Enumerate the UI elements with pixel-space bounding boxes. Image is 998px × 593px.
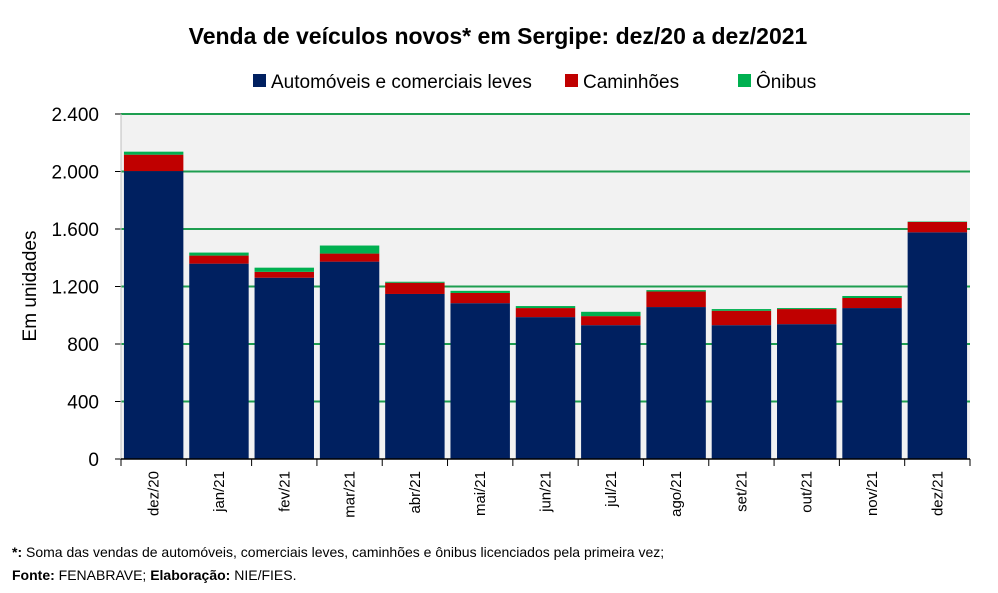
bar-segment-caminhoes: [777, 309, 837, 325]
legend-swatch: [738, 74, 751, 87]
bar-segment-onibus: [842, 295, 902, 298]
bar-segment-caminhoes: [646, 291, 706, 308]
x-tick-label: out/21: [799, 471, 816, 513]
elab-text: NIE/FIES.: [230, 567, 297, 583]
bar-segment-caminhoes: [254, 271, 314, 278]
note-text: Soma das vendas de automóveis, comerciai…: [22, 544, 665, 560]
legend-swatch: [565, 74, 578, 87]
footnote-note: *: Soma das vendas de automóveis, comerc…: [12, 544, 664, 560]
bar-segment-autos: [123, 171, 184, 459]
bar-segment-onibus: [515, 306, 576, 309]
bar-segment-caminhoes: [450, 292, 510, 304]
bar-segment-autos: [907, 232, 968, 459]
bar-segment-caminhoes: [907, 221, 968, 233]
bar-segment-autos: [385, 293, 445, 459]
bar-segment-autos: [515, 317, 576, 459]
bar-segment-onibus: [777, 308, 837, 310]
bar-segment-onibus: [711, 309, 772, 311]
elab-label: Elaboração:: [150, 567, 231, 583]
note-mark: *:: [12, 544, 23, 560]
y-tick-label: 0: [88, 450, 99, 471]
bar-segment-caminhoes: [515, 308, 576, 318]
bar-segment-autos: [450, 303, 510, 459]
bar-segment-autos: [319, 261, 380, 459]
x-tick-label: mai/21: [472, 471, 489, 516]
x-tick-label: jan/21: [211, 471, 228, 513]
footnote-source: Fonte: FENABRAVE; Elaboração: NIE/FIES.: [12, 567, 296, 583]
x-tick-label: jul/21: [603, 471, 620, 508]
y-tick-label: 400: [67, 393, 99, 414]
legend-swatch: [253, 74, 266, 87]
y-tick-label: 1.200: [51, 278, 99, 299]
source-label: Fonte:: [12, 567, 55, 583]
x-tick-label: mar/21: [342, 471, 359, 518]
bar-segment-onibus: [385, 281, 445, 283]
bar-segment-caminhoes: [319, 253, 380, 262]
stacked-bar-chart: Venda de veículos novos* em Sergipe: dez…: [20, 23, 971, 518]
bar-segment-caminhoes: [711, 310, 772, 326]
bar-segment-autos: [254, 277, 314, 459]
y-tick-label: 2.000: [51, 163, 99, 184]
bar-segment-caminhoes: [581, 316, 641, 326]
y-tick-label: 1.600: [51, 220, 99, 241]
bar-segment-onibus: [319, 245, 380, 254]
bar-segment-autos: [189, 263, 249, 459]
source-text: FENABRAVE;: [54, 567, 151, 583]
bar-segment-autos: [646, 307, 706, 459]
y-tick-label: 800: [67, 335, 99, 356]
x-tick-label: set/21: [733, 471, 750, 512]
bar-segment-autos: [581, 325, 641, 459]
bar-segment-caminhoes: [842, 298, 902, 309]
bar-segment-caminhoes: [123, 154, 184, 172]
legend-label: Ônibus: [756, 71, 816, 93]
y-tick-label: 2.400: [51, 105, 99, 126]
legend: Automóveis e comerciais leves Caminhões Ôn…: [253, 71, 816, 93]
x-tick-label: dez/21: [929, 471, 946, 516]
bar-segment-caminhoes: [385, 282, 445, 294]
bar-segment-onibus: [581, 311, 641, 317]
x-tick-label: dez/20: [146, 471, 163, 516]
bar-segment-onibus: [450, 290, 510, 293]
x-tick-label: fev/21: [276, 471, 293, 512]
bar-segment-onibus: [646, 290, 706, 292]
x-tick-label: jun/21: [538, 471, 555, 513]
x-tick-label: nov/21: [864, 471, 881, 516]
x-tick-label: abr/21: [407, 471, 424, 514]
bar-segment-autos: [842, 308, 902, 459]
y-axis-label: Em unidades: [20, 231, 41, 342]
x-tick-label: ago/21: [668, 471, 685, 517]
legend-label: Automóveis e comerciais leves: [271, 72, 532, 93]
chart-title: Venda de veículos novos* em Sergipe: dez…: [189, 23, 808, 49]
bar-segment-onibus: [189, 252, 249, 256]
bar-segment-caminhoes: [189, 255, 249, 264]
legend-label: Caminhões: [583, 72, 679, 93]
bar-segment-onibus: [123, 151, 184, 155]
bar-segment-autos: [777, 324, 837, 459]
bar-segment-onibus: [254, 267, 314, 272]
bar-segment-autos: [711, 325, 772, 459]
